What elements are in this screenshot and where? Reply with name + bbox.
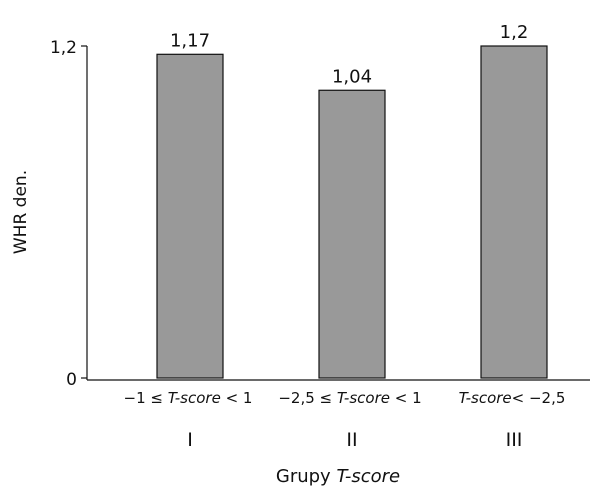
bar-value-label: 1,17 xyxy=(170,30,210,51)
bar xyxy=(480,45,548,379)
bar-value-label: 1,04 xyxy=(332,66,372,87)
group-label: II xyxy=(346,429,357,451)
x-axis-title: Grupy T-score xyxy=(276,466,400,487)
x-tick-label: T-score< −2,5 xyxy=(459,389,566,407)
bar xyxy=(318,89,386,379)
group-label: I xyxy=(187,429,193,451)
x-tick-label: −2,5 ≤ T-score < 1 xyxy=(278,389,421,407)
x-tick-label: −1 ≤ T-score < 1 xyxy=(124,389,253,407)
bar-value-label: 1,2 xyxy=(500,22,529,43)
y-tick-label: 1,2 xyxy=(50,38,77,58)
y-tick-label: 0 xyxy=(66,370,77,390)
bar xyxy=(156,53,224,379)
group-label: III xyxy=(506,429,523,451)
y-axis-title: WHR den. xyxy=(11,170,31,254)
